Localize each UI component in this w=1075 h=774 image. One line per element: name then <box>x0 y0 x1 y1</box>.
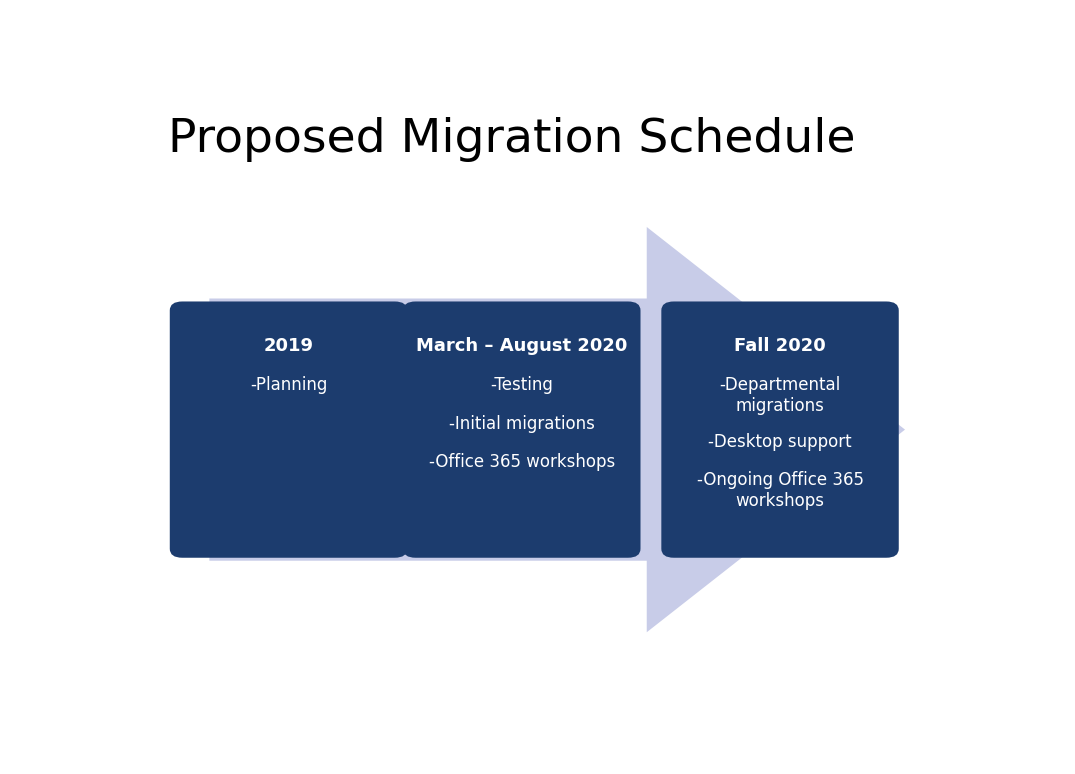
Text: Fall 2020: Fall 2020 <box>734 337 826 355</box>
Text: -Testing: -Testing <box>490 376 554 394</box>
FancyBboxPatch shape <box>661 301 899 558</box>
FancyBboxPatch shape <box>170 301 407 558</box>
Text: -Desktop support: -Desktop support <box>708 433 851 450</box>
Text: -Departmental
migrations: -Departmental migrations <box>719 376 841 415</box>
Polygon shape <box>210 227 905 632</box>
Text: -Office 365 workshops: -Office 365 workshops <box>429 454 615 471</box>
Text: Proposed Migration Schedule: Proposed Migration Schedule <box>168 117 856 162</box>
Text: 2019: 2019 <box>263 337 314 355</box>
Text: -Ongoing Office 365
workshops: -Ongoing Office 365 workshops <box>697 471 863 510</box>
FancyBboxPatch shape <box>403 301 641 558</box>
Text: -Initial migrations: -Initial migrations <box>449 415 594 433</box>
Text: March – August 2020: March – August 2020 <box>416 337 628 355</box>
Text: -Planning: -Planning <box>249 376 327 394</box>
